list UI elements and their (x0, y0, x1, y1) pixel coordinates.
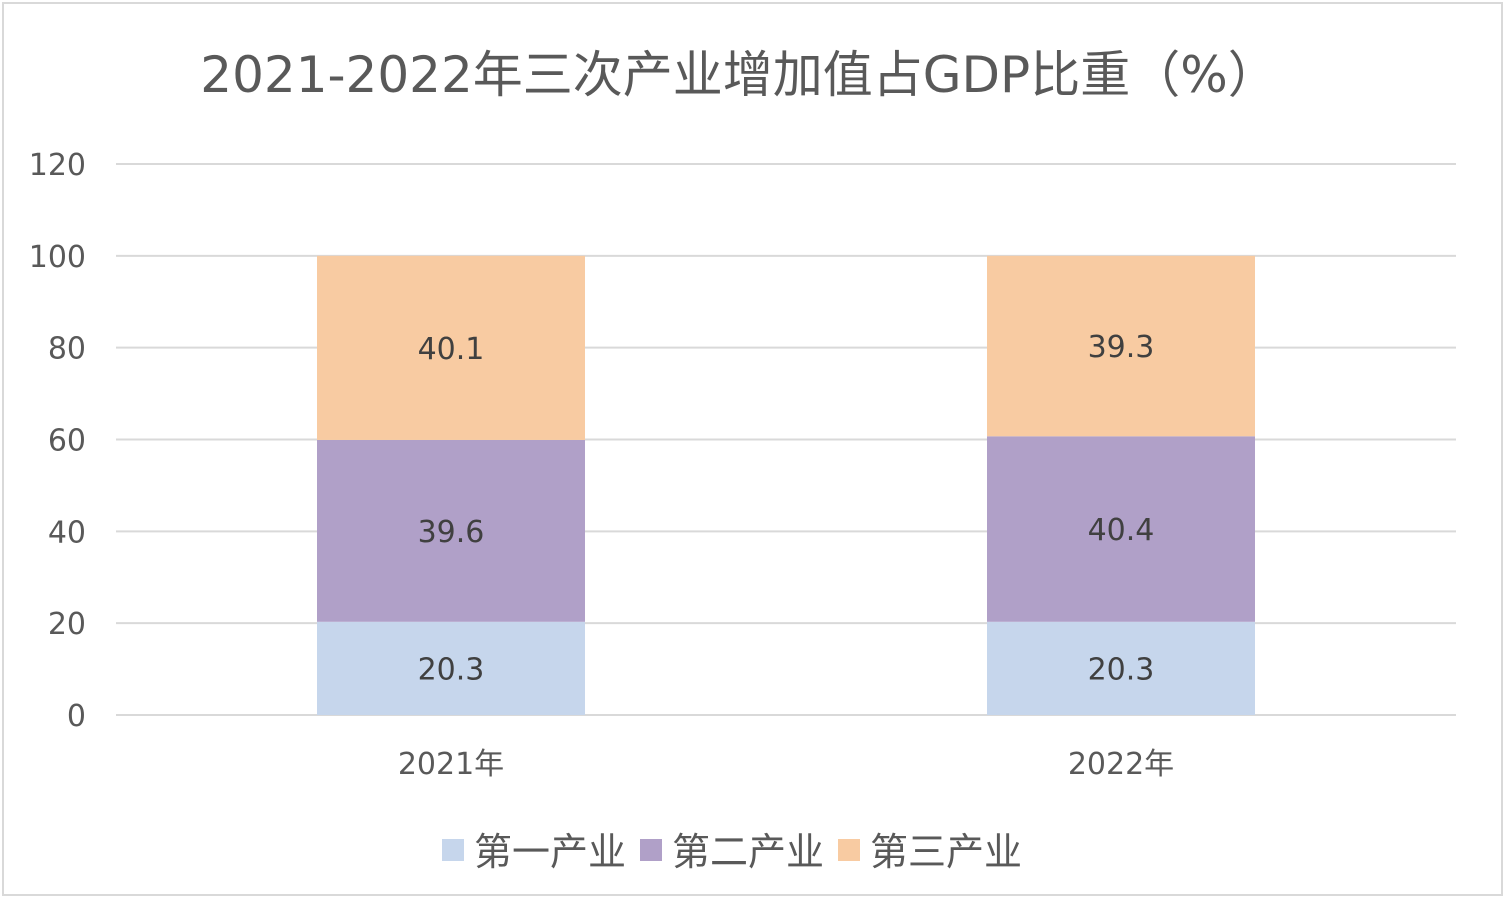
legend-swatch (640, 839, 662, 861)
data-label: 40.1 (418, 332, 485, 367)
data-label: 20.3 (1088, 652, 1155, 687)
x-tick-label: 2021年 (398, 747, 504, 782)
chart-title: 2021-2022年三次产业增加值占GDP比重（%） (200, 46, 1277, 104)
data-label: 20.3 (418, 652, 485, 687)
bar-segment (987, 621, 1255, 715)
bar-segment (987, 436, 1255, 622)
data-labels: 20.3 39.6 40.1 20.3 40.4 39.3 (418, 330, 1155, 687)
y-tick-label: 120 (29, 148, 86, 183)
y-tick-label: 40 (48, 515, 86, 550)
x-axis: 2021年 2022年 (398, 747, 1174, 782)
data-label: 39.6 (418, 515, 485, 550)
legend-label: 第三产业 (870, 830, 1022, 874)
y-tick-label: 0 (67, 699, 86, 734)
bar-segment (317, 255, 585, 440)
legend-label: 第二产业 (672, 830, 824, 874)
legend-swatch (442, 839, 464, 861)
legend-label: 第一产业 (474, 830, 626, 874)
y-axis: 0 20 40 60 80 100 120 (29, 148, 86, 734)
data-label: 40.4 (1088, 513, 1155, 548)
y-tick-label: 60 (48, 424, 86, 459)
data-label: 39.3 (1088, 330, 1155, 365)
x-tick-label: 2022年 (1068, 747, 1174, 782)
bar-segment (987, 255, 1255, 437)
bars (317, 255, 1255, 715)
bar-segment (317, 621, 585, 715)
y-tick-label: 20 (48, 607, 86, 642)
y-tick-label: 100 (29, 240, 86, 275)
legend: 第一产业 第二产业 第三产业 (442, 830, 1022, 874)
stacked-bar-chart: 2021-2022年三次产业增加值占GDP比重（%） 0 20 40 60 80 100 1… (29, 46, 1456, 874)
bar-segment (317, 439, 585, 622)
y-tick-label: 80 (48, 332, 86, 367)
legend-swatch (838, 839, 860, 861)
